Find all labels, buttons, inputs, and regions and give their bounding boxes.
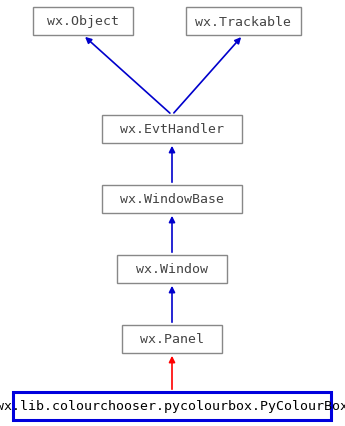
FancyBboxPatch shape	[13, 392, 331, 420]
FancyBboxPatch shape	[33, 8, 133, 36]
Text: wx.WindowBase: wx.WindowBase	[120, 193, 224, 206]
FancyBboxPatch shape	[122, 325, 222, 353]
Text: wx.EvtHandler: wx.EvtHandler	[120, 123, 224, 136]
Text: wx.lib.colourchooser.pycolourbox.PyColourBox: wx.lib.colourchooser.pycolourbox.PyColou…	[0, 400, 345, 412]
Text: wx.Panel: wx.Panel	[140, 333, 204, 345]
Text: wx.Window: wx.Window	[136, 263, 208, 276]
Text: wx.Object: wx.Object	[47, 15, 119, 29]
FancyBboxPatch shape	[117, 256, 227, 283]
Text: wx.Trackable: wx.Trackable	[195, 15, 291, 29]
FancyBboxPatch shape	[102, 186, 242, 213]
FancyBboxPatch shape	[186, 8, 300, 36]
FancyBboxPatch shape	[102, 116, 242, 144]
